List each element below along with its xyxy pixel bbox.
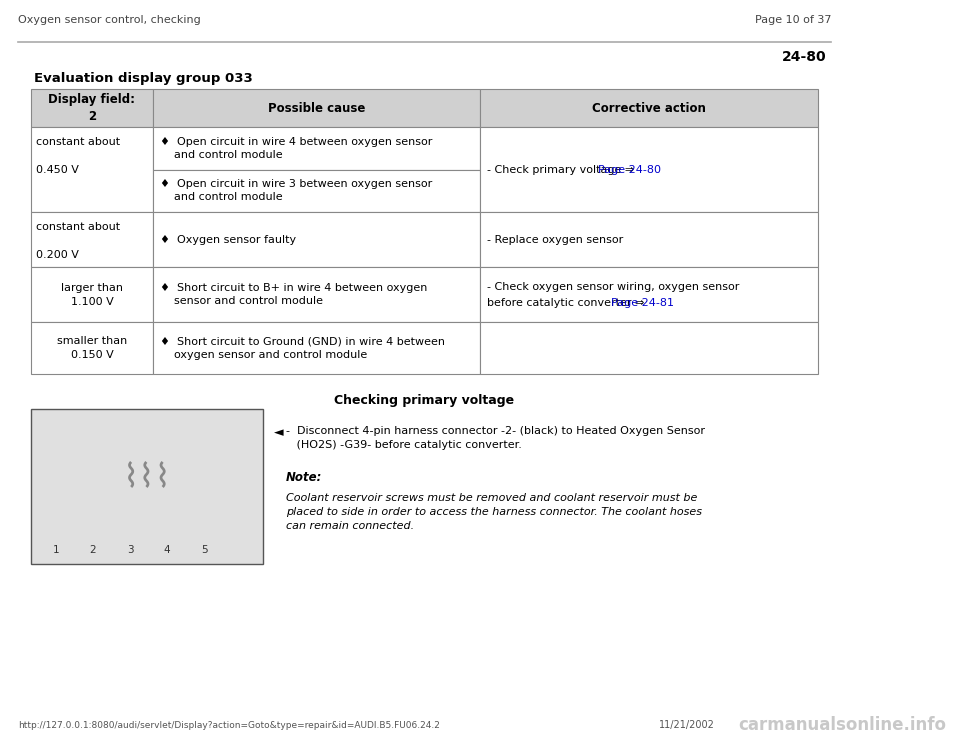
Bar — [31, 409, 263, 564]
Bar — [153, 169, 480, 212]
Text: Oxygen sensor control, checking: Oxygen sensor control, checking — [17, 15, 201, 25]
Bar — [31, 322, 153, 374]
Text: ◄: ◄ — [275, 426, 284, 439]
Text: 1: 1 — [53, 545, 59, 555]
Text: can remain connected.: can remain connected. — [286, 521, 414, 531]
Text: 5: 5 — [201, 545, 207, 555]
Text: Display field:
2: Display field: 2 — [48, 93, 135, 123]
Bar — [480, 212, 818, 267]
Text: ⌇⌇⌇: ⌇⌇⌇ — [123, 460, 171, 493]
Bar — [153, 212, 480, 267]
Text: http://127.0.0.1:8080/audi/servlet/Display?action=Goto&type=repair&id=AUDI.B5.FU: http://127.0.0.1:8080/audi/servlet/Displ… — [17, 721, 440, 730]
Bar — [480, 127, 818, 212]
Text: Coolant reservoir screws must be removed and coolant reservoir must be: Coolant reservoir screws must be removed… — [286, 493, 697, 503]
Text: ♦  Open circuit in wire 3 between oxygen sensor
    and control module: ♦ Open circuit in wire 3 between oxygen … — [160, 179, 432, 203]
Text: ♦  Short circuit to B+ in wire 4 between oxygen
    sensor and control module: ♦ Short circuit to B+ in wire 4 between … — [160, 283, 427, 306]
Text: 11/21/2002: 11/21/2002 — [659, 720, 714, 730]
Bar — [31, 89, 153, 127]
Text: constant about

0.200 V: constant about 0.200 V — [36, 222, 120, 260]
Text: (HO2S) -G39- before catalytic converter.: (HO2S) -G39- before catalytic converter. — [286, 440, 521, 450]
Text: Page 24-81: Page 24-81 — [611, 298, 674, 307]
Text: carmanualsonline.info: carmanualsonline.info — [738, 716, 947, 734]
Text: - Check oxygen sensor wiring, oxygen sensor: - Check oxygen sensor wiring, oxygen sen… — [487, 281, 739, 292]
Text: constant about

0.450 V: constant about 0.450 V — [36, 137, 120, 175]
Text: - Check primary voltage ⇒: - Check primary voltage ⇒ — [487, 165, 637, 174]
Text: -  Disconnect 4-pin harness connector -2- (black) to Heated Oxygen Sensor: - Disconnect 4-pin harness connector -2-… — [286, 426, 705, 436]
Text: ♦  Short circuit to Ground (GND) in wire 4 between
    oxygen sensor and control: ♦ Short circuit to Ground (GND) in wire … — [160, 336, 445, 360]
Text: Page 10 of 37: Page 10 of 37 — [755, 15, 831, 25]
Text: Page 24-80: Page 24-80 — [598, 165, 661, 174]
Text: 4: 4 — [164, 545, 171, 555]
Bar — [480, 322, 818, 374]
Text: Evaluation display group 033: Evaluation display group 033 — [34, 72, 252, 85]
Text: placed to side in order to access the harness connector. The coolant hoses: placed to side in order to access the ha… — [286, 507, 702, 517]
Bar — [31, 212, 153, 267]
Text: smaller than
0.150 V: smaller than 0.150 V — [57, 336, 127, 360]
Bar — [153, 322, 480, 374]
Text: before catalytic converter ⇒: before catalytic converter ⇒ — [487, 298, 647, 307]
Bar — [153, 267, 480, 322]
Bar — [480, 89, 818, 127]
Bar — [153, 89, 480, 127]
Text: larger than
1.100 V: larger than 1.100 V — [60, 283, 123, 306]
Text: Checking primary voltage: Checking primary voltage — [334, 394, 515, 407]
Bar — [480, 267, 818, 322]
Bar — [153, 127, 480, 169]
Bar — [31, 267, 153, 322]
Text: 24-80: 24-80 — [782, 50, 827, 64]
Text: - Replace oxygen sensor: - Replace oxygen sensor — [487, 234, 623, 245]
Text: Note:: Note: — [286, 471, 322, 484]
Text: Possible cause: Possible cause — [268, 102, 365, 114]
Text: ♦  Oxygen sensor faulty: ♦ Oxygen sensor faulty — [160, 234, 296, 245]
Text: 2: 2 — [89, 545, 96, 555]
Text: 3: 3 — [127, 545, 133, 555]
Text: Corrective action: Corrective action — [591, 102, 706, 114]
Bar — [31, 127, 153, 212]
Text: ♦  Open circuit in wire 4 between oxygen sensor
    and control module: ♦ Open circuit in wire 4 between oxygen … — [160, 137, 432, 160]
